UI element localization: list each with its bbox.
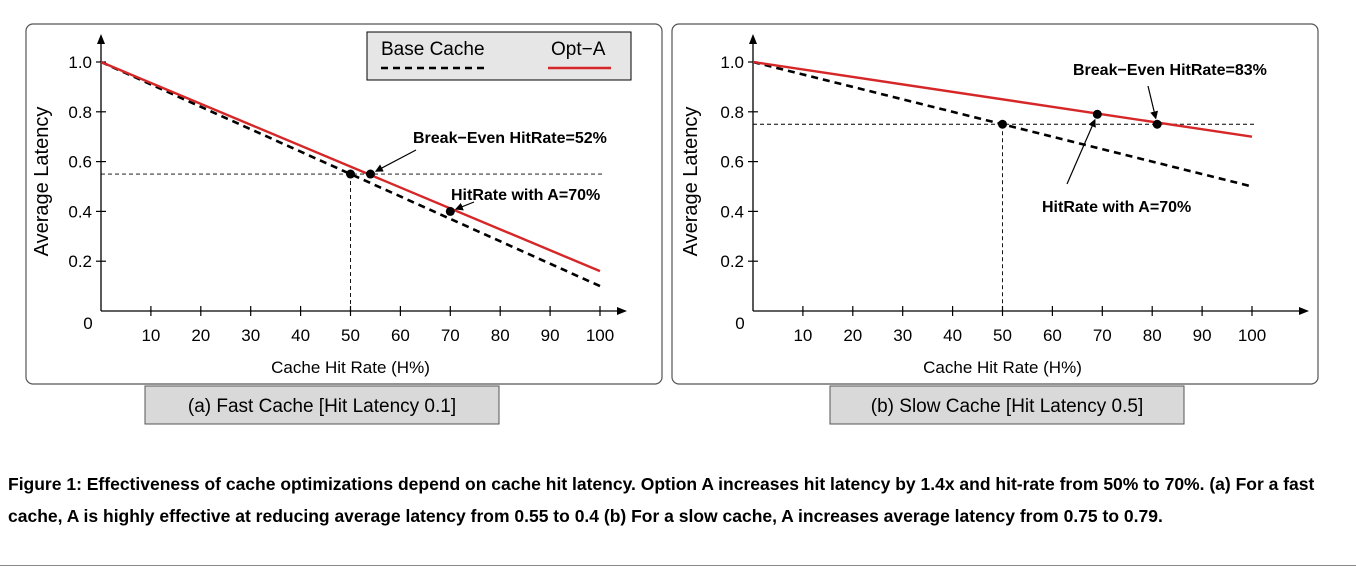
panel-a-y-tick-label: 0.2 [68, 252, 92, 271]
panel-b-data-point [998, 119, 1007, 129]
panel-b-x-tick-label: 90 [1193, 326, 1212, 345]
panel-b-x-tick-label: 70 [1093, 326, 1112, 345]
panel-b-y-tick-label: 0.2 [720, 252, 744, 271]
panel-a-series-opt-a-line [100, 60, 601, 273]
panel-b-origin-label: 0 [735, 314, 744, 333]
panel-a-fast-cache: 10 20 30 40 50 60 70 80 90 100 0.2 0.4 0.6 0.8 1.0 0 Cac… [25, 23, 663, 425]
panel-b-annotation-arrow [1066, 118, 1096, 185]
panel-a-frame [25, 23, 663, 385]
legend-box [366, 31, 632, 81]
panel-a-y-axis-title: Average Latency [31, 107, 53, 257]
panel-a-x-tick-label: 40 [291, 326, 310, 345]
panel-b-annotation-arrow [1147, 85, 1159, 120]
panel-a-plot: 10 20 30 40 50 60 70 80 90 100 0.2 0.4 0.6 0.8 1.0 0 Cac… [31, 34, 627, 377]
panel-a-y-tick-label: 0.6 [68, 153, 92, 172]
panel-a-x-tick-label: 60 [391, 326, 410, 345]
panel-a-y-tick-label: 0.8 [68, 103, 92, 122]
panel-a-x-tick-label: 20 [191, 326, 210, 345]
panel-a-annotation: HitRate with A=70% [451, 187, 600, 204]
panel-b-x-tick-label: 80 [1143, 326, 1162, 345]
panel-b-x-tick-label: 60 [1043, 326, 1062, 345]
legend-label-base-cache: Base Cache [381, 39, 485, 60]
panel-b-caption-box [829, 385, 1185, 425]
panel-b-y-axis-arrow [749, 34, 757, 44]
panel-a-annotation-arrow [454, 201, 475, 211]
panel-a-x-tick-label: 100 [586, 326, 614, 345]
panel-a-caption: (a) Fast Cache [Hit Latency 0.1] [188, 396, 456, 417]
panel-b-y-tick-label: 1.0 [720, 53, 744, 72]
panel-a-data-point [346, 169, 355, 179]
panel-b-y-tick-label: 0.8 [720, 103, 744, 122]
panel-b-y-tick-label: 0.4 [720, 202, 744, 221]
panel-b-x-axis-arrow [1299, 307, 1309, 315]
panel-a-annotation: Break−Even HitRate=52% [413, 130, 607, 147]
panel-b-slow-cache: 10 20 30 40 50 60 70 80 90 100 0.2 0.4 0.6 0.8 1.0 0 Cac… [671, 23, 1319, 425]
panel-a-x-tick-label: 50 [341, 326, 360, 345]
bottom-divider [0, 565, 1356, 566]
panel-a-x-tick-label: 10 [141, 326, 160, 345]
panel-b-y-axis-title: Average Latency [680, 107, 702, 257]
panel-b-x-axis-title: Cache Hit Rate (H%) [923, 358, 1082, 377]
panel-a-x-tick-label: 30 [241, 326, 260, 345]
panel-a-x-tick-label: 90 [541, 326, 560, 345]
legend-label-opt-a: Opt−A [551, 39, 606, 60]
panel-a-annotation-arrow [374, 149, 417, 172]
panel-a-origin-label: 0 [83, 314, 92, 333]
panel-a-data-point [445, 206, 455, 216]
panel-a-caption-box [144, 385, 500, 425]
panel-a-y-axis-arrow [97, 34, 105, 44]
panel-b-x-tick-label: 50 [993, 326, 1012, 345]
panel-b-caption: (b) Slow Cache [Hit Latency 0.5] [871, 396, 1143, 417]
figure-caption: Figure 1: Effectiveness of cache optimiz… [8, 474, 1315, 526]
panel-b-series-opt-a-line [752, 60, 1253, 138]
panel-b-x-tick-label: 20 [843, 326, 862, 345]
panel-b-x-tick-label: 30 [893, 326, 912, 345]
panel-b-data-point [1152, 119, 1162, 129]
panel-b-annotation: HitRate with A=70% [1042, 199, 1191, 216]
panel-a-y-tick-label: 1.0 [68, 53, 92, 72]
panel-b-y-tick-label: 0.6 [720, 153, 744, 172]
panel-a-x-tick-label: 70 [441, 326, 460, 345]
panel-a-y-tick-label: 0.4 [68, 202, 92, 221]
panel-b-data-point [1092, 109, 1102, 119]
panel-b-annotation: Break−Even HitRate=83% [1073, 62, 1267, 79]
panel-b-x-tick-label: 100 [1238, 326, 1266, 345]
legend: Base Cache Opt−A [366, 31, 632, 81]
panel-b-x-tick-label: 10 [793, 326, 812, 345]
panel-a-x-axis-arrow [617, 307, 627, 315]
panel-a-x-axis-title: Cache Hit Rate (H%) [271, 358, 430, 377]
panel-a-data-point [365, 169, 375, 179]
panel-a-x-tick-label: 80 [491, 326, 510, 345]
panel-b-x-tick-label: 40 [943, 326, 962, 345]
panel-b-plot: 10 20 30 40 50 60 70 80 90 100 0.2 0.4 0.6 0.8 1.0 0 Cac… [680, 34, 1309, 377]
